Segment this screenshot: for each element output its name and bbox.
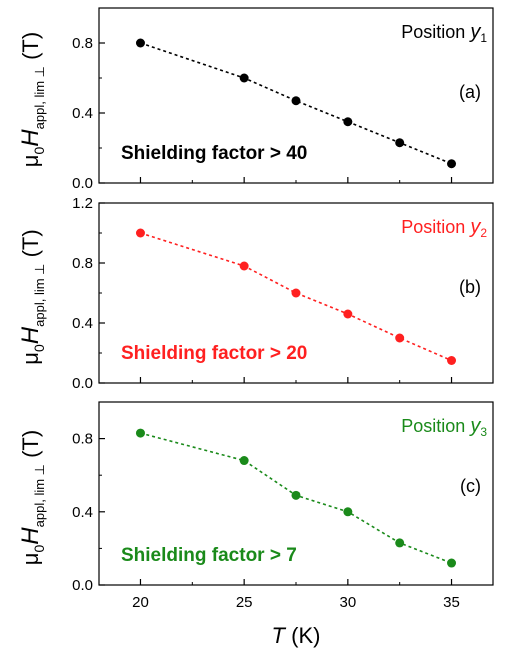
data-point (395, 333, 405, 343)
data-point (239, 261, 249, 271)
position-variable: y (468, 216, 481, 238)
ylabel-unit: (T) (18, 32, 43, 66)
x-tick-label: 25 (236, 594, 253, 611)
y-tick-label: 0.0 (72, 375, 93, 392)
ylabel-unit: (T) (18, 430, 43, 464)
ylabel-H: H (17, 326, 44, 344)
x-axis-title: T (K) (272, 623, 321, 648)
ylabel-sub0: 0 (31, 147, 47, 155)
position-subscript: 3 (480, 425, 487, 439)
position-label: Position y3 (401, 415, 487, 439)
ylabel-unit: (T) (18, 229, 43, 263)
data-point (343, 507, 353, 517)
ylabel-mu: μ (18, 155, 43, 168)
position-subscript: 1 (480, 31, 487, 45)
data-point (447, 558, 457, 568)
position-label: Position y1 (401, 21, 487, 45)
data-point (291, 490, 301, 500)
position-variable: y (468, 21, 481, 43)
data-point (135, 428, 145, 438)
position-label: Position y2 (401, 216, 487, 240)
position-text: Position (401, 22, 470, 42)
data-point (291, 96, 301, 106)
position-text: Position (401, 416, 470, 436)
ylabel-mu: μ (18, 553, 43, 566)
y-tick-label: 0.4 (72, 504, 93, 521)
data-point (447, 159, 457, 169)
y-tick-label: 0.0 (72, 577, 93, 594)
ylabel-sub0: 0 (31, 344, 47, 352)
xlabel-variable: T (272, 623, 287, 648)
data-point (291, 288, 301, 298)
shielding-annotation: Shielding factor > 20 (121, 343, 307, 364)
y-axis-title: μ0Happl, lim ⊥ (T) (17, 430, 47, 565)
x-tick-label: 35 (443, 594, 460, 611)
data-point (343, 117, 353, 127)
panel-tag: (b) (459, 277, 481, 297)
series-line (140, 232, 452, 362)
data-point (135, 38, 145, 48)
panel-2: 0.0 0.4 0.8 1.2 Position y2 (b) Shielding fact… (17, 195, 494, 392)
x-tick-label: 20 (132, 594, 149, 611)
panel-tag: (a) (459, 82, 481, 102)
panel-3: 0.0 0.4 0.8 Position y3 (c) Shielding factor … (17, 401, 494, 594)
y-tick-label: 0.4 (72, 105, 93, 122)
ylabel-H: H (17, 129, 44, 147)
y-tick-label: 0.8 (72, 35, 93, 52)
ylabel-mu: μ (18, 352, 43, 365)
y-axis-title: μ0Happl, lim ⊥ (T) (17, 32, 47, 167)
shielding-annotation: Shielding factor > 7 (121, 545, 297, 566)
position-variable: y (468, 415, 481, 437)
ylabel-subscript: appl, lim ⊥ (32, 464, 47, 527)
ylabel-subscript: appl, lim ⊥ (32, 66, 47, 129)
data-point (239, 73, 249, 83)
panel-tag: (c) (460, 476, 481, 496)
data-point (135, 228, 145, 238)
y-tick-label: 1.2 (72, 195, 93, 212)
y-axis-title: μ0Happl, lim ⊥ (T) (17, 229, 47, 364)
ylabel-H: H (17, 527, 44, 545)
ylabel-sub0: 0 (31, 545, 47, 553)
y-tick-label: 0.8 (72, 255, 93, 272)
y-tick-label: 0.8 (72, 431, 93, 448)
y-tick-label: 0.0 (72, 175, 93, 192)
shielding-annotation: Shielding factor > 40 (121, 143, 307, 164)
data-point (395, 138, 405, 148)
xlabel-unit: (K) (285, 623, 320, 648)
position-subscript: 2 (480, 226, 487, 240)
data-point (343, 309, 353, 319)
x-tick-label: 30 (339, 594, 356, 611)
panel-1: 0.0 0.4 0.8 Position y1 (a) Shielding factor … (17, 7, 494, 192)
data-point (447, 356, 457, 365)
ylabel-subscript: appl, lim ⊥ (32, 264, 47, 327)
position-text: Position (401, 217, 470, 237)
data-point (395, 538, 405, 548)
y-tick-label: 0.4 (72, 315, 93, 332)
data-point (239, 456, 249, 466)
series-line (140, 42, 452, 165)
